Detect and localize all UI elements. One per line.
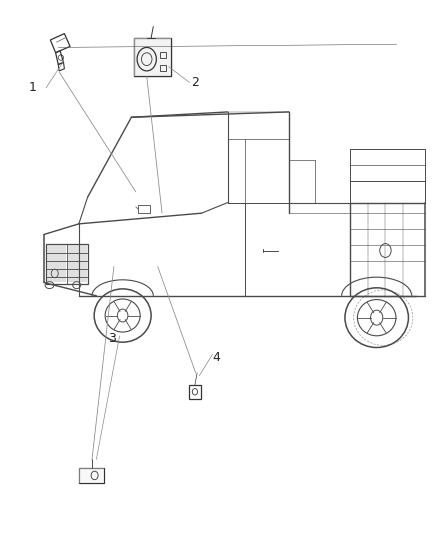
Text: 1: 1	[29, 82, 37, 94]
Bar	[79, 468, 104, 483]
Bar	[134, 38, 171, 76]
Text: 4: 4	[213, 351, 221, 364]
Bar	[134, 38, 171, 76]
Bar	[68, 245, 87, 282]
Bar	[160, 65, 166, 71]
Bar	[160, 52, 166, 58]
Bar	[79, 468, 104, 483]
Text: 2: 2	[191, 76, 199, 89]
Bar	[189, 385, 201, 399]
Bar	[47, 245, 66, 282]
Text: 3: 3	[108, 332, 116, 345]
